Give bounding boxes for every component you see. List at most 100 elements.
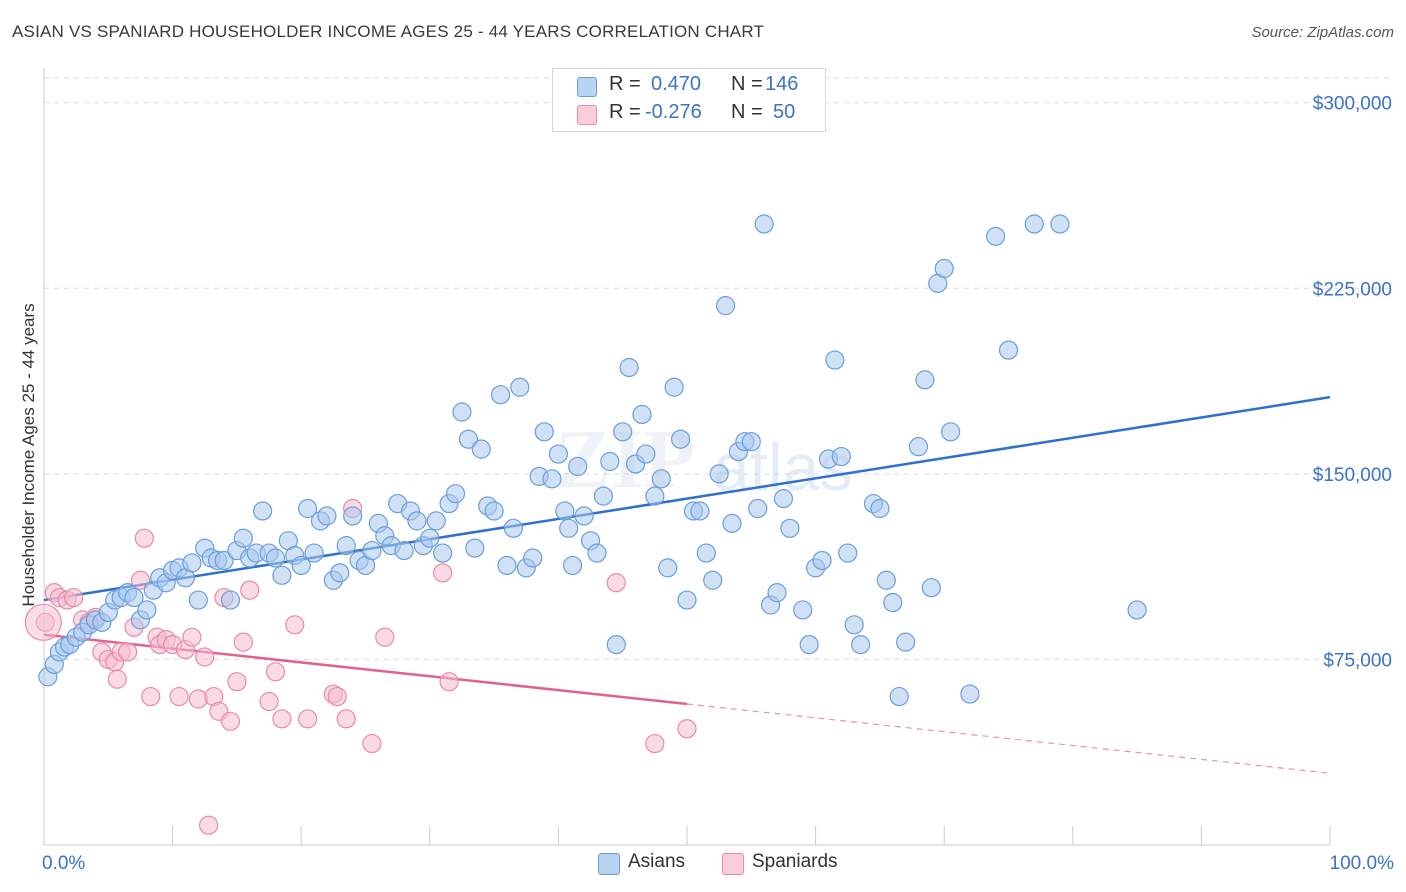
asian-point — [426, 511, 446, 531]
chart-title: ASIAN VS SPANIARD HOUSEHOLDER INCOME AGE… — [12, 22, 765, 41]
spaniard-point-large — [24, 603, 62, 641]
asian-point — [394, 540, 414, 561]
n-value: 146 — [765, 73, 799, 95]
asian-point — [510, 377, 530, 397]
asian-point — [233, 528, 253, 548]
asian-point — [291, 555, 311, 576]
asian-point — [574, 506, 594, 526]
y-axis-label: Householder Income Ages 25 - 44 years — [19, 303, 38, 606]
spaniard-point — [141, 686, 161, 707]
asian-point — [124, 587, 144, 608]
spaniard-point — [134, 528, 154, 548]
tick-labels: $75,000 $150,000 $225,000 $300,000 0.0% 100.0… — [42, 94, 1394, 874]
spaniard-point — [240, 580, 260, 600]
y-tick-label: $225,000 — [1313, 279, 1392, 300]
asian-point — [825, 350, 845, 370]
asian-point — [658, 558, 678, 578]
asian-point — [484, 501, 504, 521]
axes — [43, 68, 1331, 846]
asian-point — [780, 518, 800, 538]
asian-point — [645, 486, 665, 506]
spaniard-point — [63, 587, 84, 608]
asian-point — [272, 565, 292, 585]
asian-point — [503, 518, 523, 538]
asian-point — [722, 513, 742, 533]
asian-point — [812, 550, 832, 571]
asian-point — [600, 451, 620, 472]
asian-point — [1024, 214, 1044, 234]
asian-point — [182, 553, 202, 573]
asian-point — [876, 570, 896, 590]
asian-point — [362, 540, 382, 561]
asian-point — [253, 501, 273, 521]
asian-point — [870, 498, 890, 519]
spaniard-trend-line — [43, 633, 688, 706]
asian-trend-line — [43, 395, 1331, 602]
spaniard-point — [259, 691, 279, 712]
asian-point — [934, 258, 954, 279]
n-label: N = — [731, 73, 763, 95]
spaniards-legend-swatch — [722, 853, 744, 875]
asian-point — [915, 370, 935, 390]
asian-point — [490, 385, 511, 405]
asian-point — [452, 402, 472, 422]
asian-point — [896, 632, 916, 652]
spaniard-point — [362, 733, 382, 754]
spaniard-point — [336, 709, 356, 729]
r-value: -0.276 — [645, 101, 702, 123]
spaniard-point — [272, 709, 292, 729]
data-points — [24, 214, 1147, 835]
asian-point — [137, 600, 157, 620]
asian-point — [188, 590, 208, 610]
spaniard-point — [130, 570, 151, 590]
asian-point — [214, 550, 234, 571]
asian-point — [767, 583, 787, 603]
asian-point — [748, 498, 768, 519]
asian-point — [664, 377, 684, 397]
source-label: Source: ZipAtlas.com — [1251, 24, 1394, 41]
n-value: 50 — [773, 101, 796, 123]
asian-point — [986, 226, 1006, 246]
y-tick-label: $300,000 — [1313, 94, 1392, 115]
asian-point — [220, 590, 241, 610]
asian-point — [471, 439, 491, 459]
asian-point — [883, 592, 903, 613]
spaniard-point — [298, 709, 318, 729]
asian-point — [844, 615, 864, 635]
r-label: R = — [609, 101, 641, 123]
asians-legend-swatch — [598, 853, 620, 875]
asian-point — [889, 686, 909, 707]
asian-point — [534, 422, 554, 442]
asian-point — [298, 498, 318, 519]
y-tick-label: $75,000 — [1323, 650, 1392, 671]
asian-point — [458, 429, 478, 449]
asian-point — [407, 511, 427, 531]
asian-point — [587, 543, 607, 563]
spaniard-point — [107, 669, 127, 689]
asian-point — [851, 634, 871, 655]
asian-point — [613, 422, 633, 442]
spaniard-point — [195, 647, 215, 667]
spaniard-point — [233, 632, 253, 652]
spaniard-point — [265, 662, 286, 682]
asian-point — [317, 506, 337, 526]
asian-point — [593, 486, 614, 506]
asian-point — [715, 296, 736, 316]
asian-point — [330, 563, 350, 583]
asian-point — [741, 432, 761, 452]
spaniard-point — [645, 733, 665, 754]
asian-point — [562, 555, 583, 576]
asian-point — [559, 518, 579, 538]
asian-point — [606, 634, 626, 655]
spaniards-swatch — [577, 105, 597, 125]
asian-point — [632, 404, 652, 425]
x-tick-label-min: 0.0% — [42, 853, 85, 874]
asian-point — [799, 634, 819, 655]
asian-point — [1127, 600, 1147, 620]
r-label: R = — [609, 73, 641, 95]
asian-point — [651, 469, 671, 489]
asian-point — [998, 340, 1019, 360]
spaniard-point — [439, 672, 459, 692]
spaniard-point — [433, 563, 453, 583]
